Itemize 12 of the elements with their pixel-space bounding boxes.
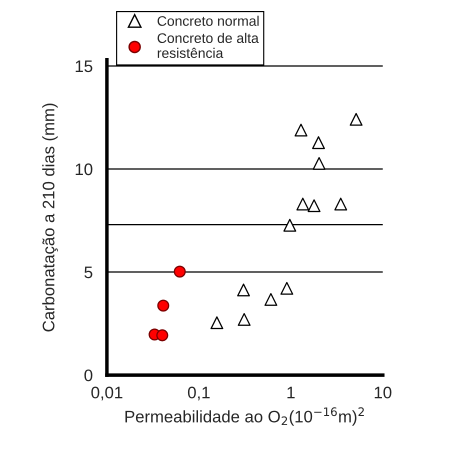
legend-label: Concreto normal	[158, 16, 259, 26]
x-axis-title: Permeabilidade ao O$_{2}$(10$^{−16}$m)$^{2}$	[125, 407, 364, 426]
y-tick-label: 0	[84, 369, 92, 382]
x-tick-label: 0,01	[91, 386, 122, 400]
y-tick-label: 5	[84, 266, 92, 278]
legend-label: Concreto de alta resistência	[158, 32, 259, 58]
y-tick-label: 15	[76, 60, 92, 72]
y-axis-title: Carbonatação a 210 dias (mm)	[42, 104, 58, 332]
x-tick-label: 1	[287, 386, 295, 398]
y-tick-label: 10	[76, 163, 92, 176]
x-tick-label: 10	[374, 386, 392, 398]
x-tick-label: 0,1	[188, 386, 210, 400]
